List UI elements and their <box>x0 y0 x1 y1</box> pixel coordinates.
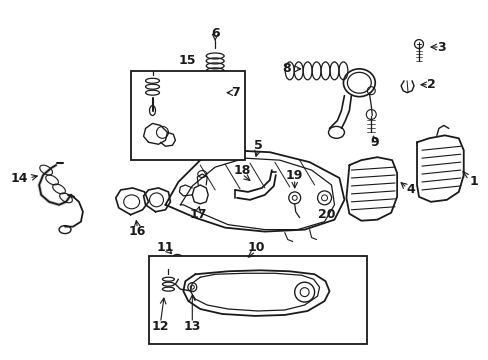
Text: 17: 17 <box>189 208 206 221</box>
Text: 18: 18 <box>233 163 250 176</box>
Text: 7: 7 <box>230 86 239 99</box>
Text: 4: 4 <box>406 184 415 197</box>
Text: 10: 10 <box>246 241 264 254</box>
Text: 8: 8 <box>282 62 290 75</box>
Text: 15: 15 <box>178 54 196 67</box>
Text: 12: 12 <box>151 320 169 333</box>
Text: 5: 5 <box>253 139 262 152</box>
Text: 6: 6 <box>210 27 219 40</box>
Bar <box>130 71 244 160</box>
Text: 11: 11 <box>156 241 174 254</box>
Bar <box>148 256 366 344</box>
Text: 13: 13 <box>183 320 201 333</box>
Text: 3: 3 <box>437 41 445 54</box>
Text: 14: 14 <box>11 171 28 185</box>
Text: 1: 1 <box>468 175 477 189</box>
Text: 16: 16 <box>129 225 146 238</box>
Text: 2: 2 <box>426 78 434 91</box>
Text: 20: 20 <box>317 208 335 221</box>
Text: 9: 9 <box>369 136 378 149</box>
Text: 19: 19 <box>285 168 303 181</box>
